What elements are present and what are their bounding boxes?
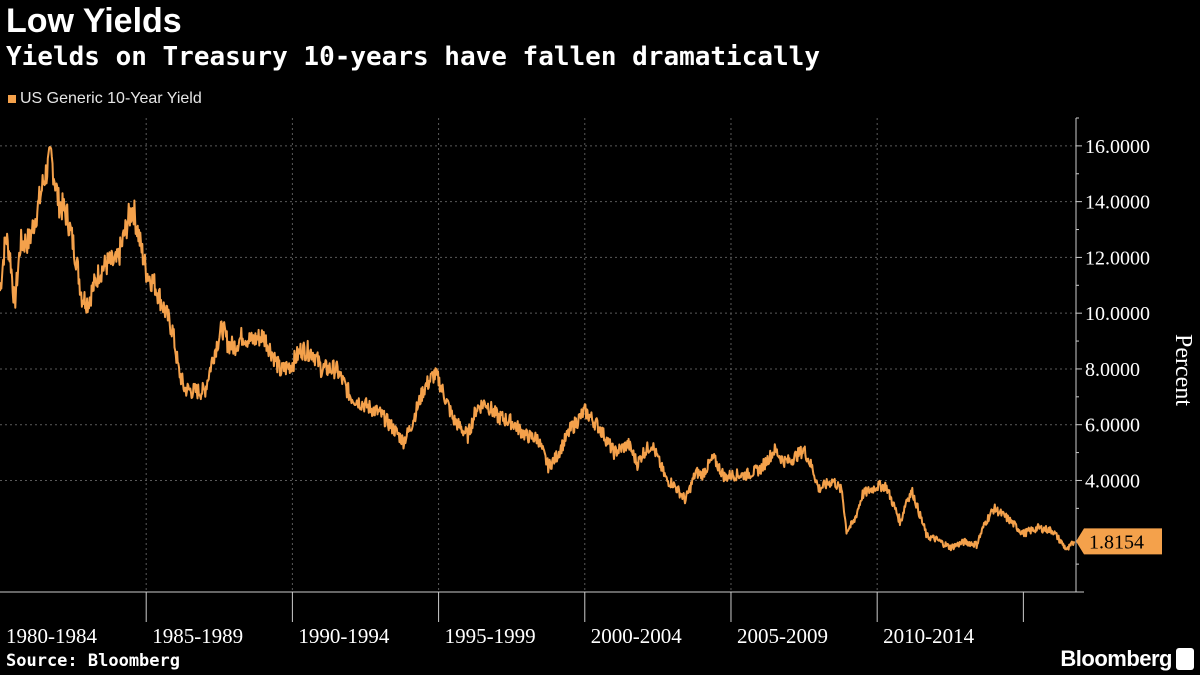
x-group-label: 1980-1984 [6,624,97,648]
legend-swatch [8,95,16,103]
x-group-label: 2010-2014 [883,624,974,648]
x-axis-labels: 1980-1984 1985-1989 1990-1994 1995-1999 2000… [6,624,975,648]
y-tick-label: 8.0000 [1085,359,1140,381]
source-note: Source: Bloomberg [6,651,180,671]
x-group-label: 1995-1999 [445,624,536,648]
y-tick-label: 12.0000 [1085,247,1150,269]
bloomberg-terminal-icon [1176,648,1194,670]
axes [0,117,1084,622]
last-value-label: 1.8154 [1089,531,1144,553]
last-value-badge [1076,528,1162,555]
last-value-marker: 1.8154 [1076,528,1162,555]
chart-title: Low Yields [6,2,182,40]
series-us-generic-10-year-yield [0,146,1076,552]
x-group-label: 2000-2004 [591,624,682,648]
y-tick-label: 16.0000 [1085,136,1150,158]
legend-label: US Generic 10-Year Yield [20,90,202,107]
y-tick-label: 10.0000 [1085,303,1150,325]
y-tick-label: 6.0000 [1085,415,1140,437]
y-axis-labels: 4.0000 6.0000 8.0000 10.0000 12.0000 14.0000 1… [1085,136,1150,493]
chart-subtitle: Yields on Treasury 10-years have fallen … [6,42,820,72]
y-tick-label: 4.0000 [1085,470,1140,492]
x-group-label: 1990-1994 [298,624,389,648]
x-group-label: 2005-2009 [737,624,828,648]
x-group-label: 1985-1989 [152,624,243,648]
bloomberg-logo: Bloomberg [1060,646,1172,671]
legend: US Generic 10-Year Yield [8,90,202,108]
grid-lines [0,118,1076,592]
series-line [0,146,1076,552]
y-axis-title: Percent [1170,334,1196,406]
y-tick-label: 14.0000 [1085,192,1150,214]
